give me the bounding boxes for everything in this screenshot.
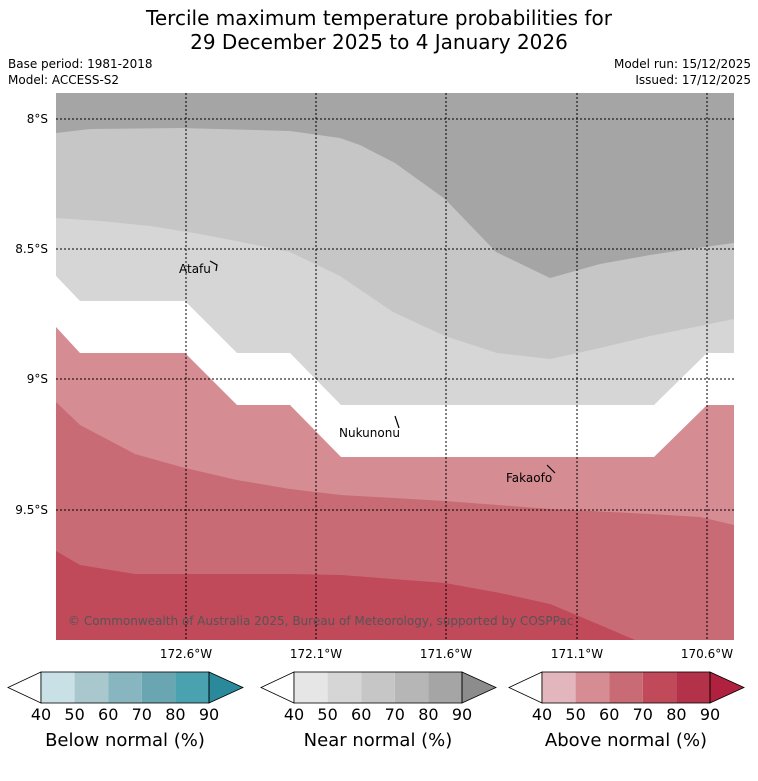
colorbar-1-under-triangle (260, 671, 295, 704)
colorbar-0-under-triangle (7, 671, 42, 704)
colorbar-0-segment-0 (41, 672, 75, 703)
colorbar-2-under-triangle (508, 671, 543, 704)
copyright-notice: © Commonwealth of Australia 2025, Bureau… (68, 614, 574, 628)
colorbar-2-over-triangle (709, 671, 745, 704)
colorbar-0-segment-4 (175, 672, 209, 703)
colorbar-2-segment-1 (575, 672, 610, 703)
colorbar-2-segment-3 (642, 672, 677, 703)
lon-label-171-6w: 171.6°W (419, 647, 473, 661)
colorbar-1-tick-3: 70 (384, 705, 405, 724)
colorbar-title-near: Near normal (%) (303, 730, 453, 751)
lat-label-9s: 9°S (26, 372, 48, 386)
colorbar-2-tick-0: 40 (531, 705, 553, 724)
title-line-1: Tercile maximum temperature probabilitie… (146, 6, 612, 30)
place-label-fakaofo: Fakaofo (506, 471, 553, 485)
atoll-outlines (209, 260, 556, 474)
lon-label-170-6w: 170.6°W (680, 647, 734, 661)
colorbar-0-segment-3 (141, 672, 176, 703)
colorbar-0-segment-1 (74, 672, 109, 703)
colorbar-2-tick-4: 80 (666, 705, 687, 724)
place-label-atafu: Atafu (179, 262, 211, 276)
colorbar-1-over-triangle (461, 671, 497, 704)
lat-label-8-5s: 8.5°S (15, 242, 48, 256)
lon-label-172-1w: 172.1°W (289, 647, 343, 661)
colorbar-0-tick-2: 60 (98, 705, 119, 724)
colorbar-1-tick-0: 40 (283, 705, 305, 724)
atafu-atoll-shape (209, 260, 218, 272)
colorbar-2-tick-3: 70 (632, 705, 653, 724)
colorbar-1-segment-4 (428, 672, 462, 703)
colorbar-2-tick-2: 60 (599, 705, 620, 724)
base-period: Base period: 1981-2018 (8, 57, 153, 71)
fakaofo-atoll-shape (546, 464, 556, 474)
above-normal-70-region (56, 551, 635, 640)
colorbar-0-tick-5: 90 (198, 705, 220, 724)
colorbar-0-segment-2 (108, 672, 142, 703)
issued-date: Issued: 17/12/2025 (635, 73, 751, 87)
colorbar-0-tick-3: 70 (131, 705, 152, 724)
title-line-2: 29 December 2025 to 4 January 2026 (190, 30, 568, 54)
colorbar-1-segment-3 (394, 672, 429, 703)
place-label-nukunonu: Nukunonu (339, 426, 400, 440)
lat-label-9-5s: 9.5°S (15, 503, 48, 517)
colorbar-0-tick-4: 80 (165, 705, 186, 724)
colorbar-0-tick-1: 50 (64, 705, 85, 724)
colorbar-0-outline (40, 671, 210, 704)
colorbar-2-segment-4 (676, 672, 710, 703)
model-run: Model run: 15/12/2025 (613, 57, 751, 71)
colorbar-1-tick-5: 90 (451, 705, 473, 724)
lat-label-8s: 8°S (26, 112, 48, 126)
colorbar-0-over-triangle (208, 671, 244, 704)
colorbar-title-above: Above normal (%) (544, 730, 708, 751)
colorbar-1-tick-2: 60 (351, 705, 372, 724)
colorbar-1-outline (293, 671, 463, 704)
colorbar-1-segment-2 (361, 672, 395, 703)
colorbar-1-tick-4: 80 (418, 705, 439, 724)
colorbar-title-below: Below normal (%) (45, 730, 205, 751)
nukunonu-atoll-shape (394, 415, 400, 429)
colorbar-0-tick-0: 40 (30, 705, 52, 724)
map-grid (56, 93, 734, 640)
lon-label-171-1w: 171.1°W (550, 647, 604, 661)
colorbars (7, 671, 745, 704)
colorbar-2-segment-2 (609, 672, 643, 703)
lon-label-172-6w: 172.6°W (159, 647, 213, 661)
colorbar-2-tick-5: 90 (699, 705, 721, 724)
colorbar-1-segment-1 (327, 672, 362, 703)
model-name: Model: ACCESS-S2 (8, 73, 120, 87)
colorbar-2-outline (541, 671, 711, 704)
colorbar-1-segment-0 (294, 672, 328, 703)
colorbar-2-tick-1: 50 (565, 705, 586, 724)
colorbar-2-segment-0 (542, 672, 576, 703)
colorbar-1-tick-1: 50 (317, 705, 338, 724)
